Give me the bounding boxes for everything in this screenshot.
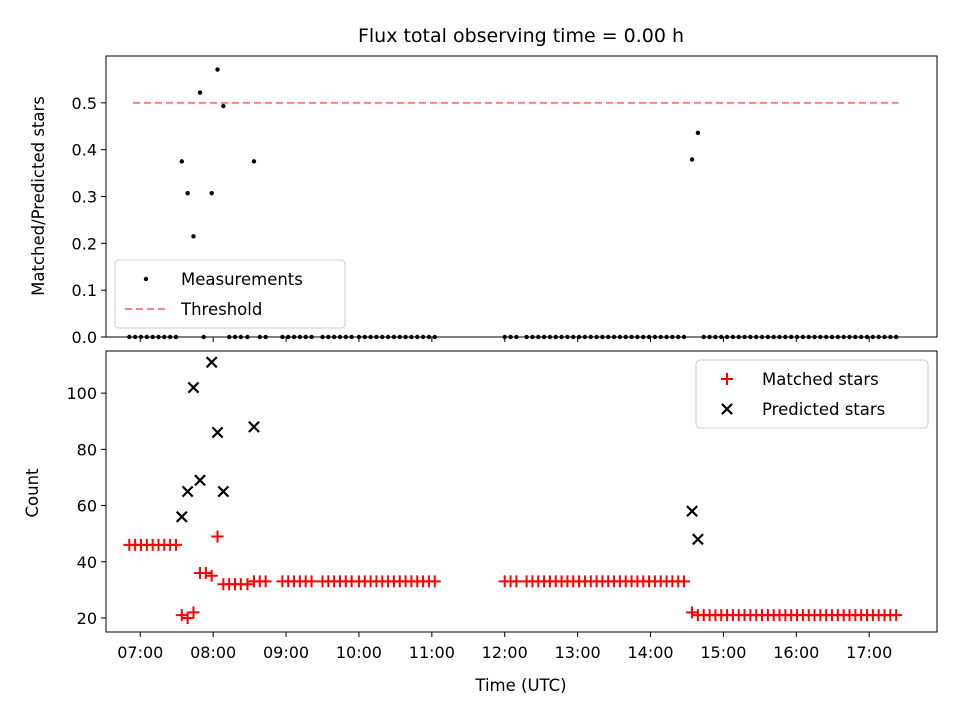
top-data-point [689,157,695,162]
bottom-legend-label: Matched stars [762,370,879,389]
bottom-data-point [686,606,699,619]
top-data-point [221,103,226,109]
bottom-data-point [181,485,194,498]
bottom-data-point [175,609,188,622]
top-data-point [209,191,214,196]
bottom-data-point [248,420,260,433]
bottom-data-point [428,575,441,588]
bottom-data-point [205,569,218,582]
bottom-legend-label: Predicted stars [762,400,885,419]
top-legend-label: Measurements [181,270,303,289]
top-y-tick-label: 0.0 [72,328,97,347]
bottom-data-point [890,609,903,622]
bottom-legend-handle [721,373,733,385]
bottom-y-axis-label: Count [23,468,42,518]
bottom-x-tick-label: 16:00 [773,643,819,662]
bottom-x-tick-label: 12:00 [482,643,528,662]
bottom-data-point [181,611,194,624]
bottom-y-tick-label: 40 [77,553,97,572]
top-data-point [197,90,203,95]
bottom-x-tick-label: 15:00 [700,643,746,662]
bottom-x-tick-label: 10:00 [336,643,382,662]
top-y-tick-label: 0.3 [72,188,97,207]
bottom-data-point [305,575,318,588]
bottom-data-point [199,566,212,579]
bottom-series-predicted-stars [175,356,704,546]
bottom-data-point [194,474,206,487]
top-y-axis-label: Matched/Predicted stars [29,96,48,296]
bottom-data-point [205,356,218,369]
bottom-y-tick-label: 80 [77,440,97,459]
top-legend: Measurements Threshold [114,259,346,329]
bottom-plot-area: 20 40 60 80 100 07:00 08:00 09:00 10:00 11:00 12:0… [66,350,938,662]
bottom-x-tick-label: 17:00 [846,643,892,662]
bottom-x-tick-label: 11:00 [409,643,455,662]
bottom-data-point [259,575,272,588]
bottom-data-point [187,606,200,619]
bottom-x-tick-label: 14:00 [627,643,673,662]
bottom-data-point [217,485,230,498]
top-data-point [215,67,220,72]
bottom-y-tick-label: 60 [77,497,97,516]
bottom-x-tick-label: 09:00 [263,643,309,662]
bottom-data-point [692,533,704,546]
top-data-point [185,191,190,196]
bottom-x-tick-label: 08:00 [190,643,236,662]
bottom-y-tick-label: 20 [77,609,97,628]
bottom-data-point [241,578,254,591]
bottom-data-point [211,426,224,439]
top-data-point [695,130,701,136]
top-legend-label: Threshold [180,300,262,319]
bottom-series-matched-stars [123,530,903,624]
top-data-point [179,159,185,164]
bottom-data-point [510,575,523,588]
bottom-y-tick-label: 100 [66,384,97,403]
bottom-data-point [175,510,188,523]
bottom-x-axis-label: Time (UTC) [474,676,566,695]
top-data-point [191,234,196,239]
top-plot-area: 0.0 0.1 0.2 0.3 0.4 0.5 Measurements Threshold [72,55,938,347]
top-y-tick-label: 0.4 [72,141,97,160]
bottom-axes-frame [105,350,938,633]
top-legend-handle [143,276,149,282]
bottom-y-axis-label-group: Count [23,468,42,518]
bottom-data-point [211,530,224,543]
top-y-tick-label: 0.1 [72,281,97,300]
top-y-tick-label: 0.5 [72,94,97,113]
bottom-x-tick-label: 13:00 [555,643,601,662]
top-legend-box [114,259,346,329]
bottom-legend: Matched stars Predicted stars [695,359,929,429]
bottom-data-point [678,575,691,588]
top-chart-title: Flux total observing time = 0.00 h [358,25,684,47]
bottom-data-point [187,381,200,394]
bottom-x-tick-label: 07:00 [117,643,163,662]
bottom-data-point [169,538,182,551]
top-y-axis-label-group: Matched/Predicted stars [29,96,48,296]
top-data-point [251,159,257,164]
top-y-tick-label: 0.2 [72,234,97,253]
bottom-data-point [686,505,698,518]
bottom-legend-handle [721,403,733,415]
bottom-legend-box [695,359,929,429]
